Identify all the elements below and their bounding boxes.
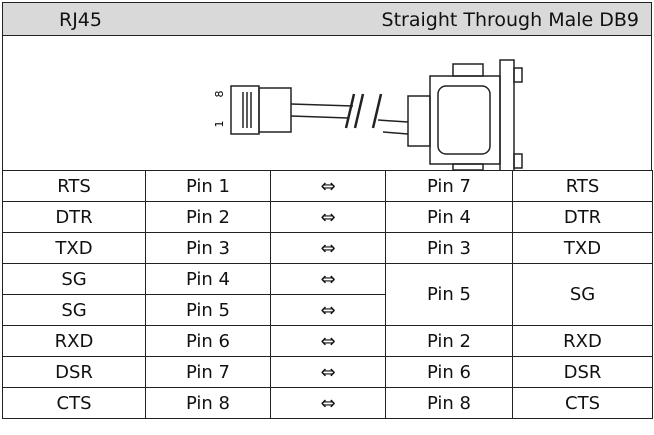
arrow: ⇔: [270, 170, 386, 202]
rj45-signal: RTS: [2, 170, 146, 202]
arrow: ⇔: [270, 201, 386, 233]
db9-pin: Pin 3: [385, 232, 513, 264]
db9-signal: RXD: [512, 325, 653, 357]
table-row: RTS Pin 1 ⇔ Pin 7 RTS: [2, 170, 653, 202]
table-row: DSR Pin 7 ⇔ Pin 6 DSR: [2, 356, 653, 388]
arrow: ⇔: [270, 325, 386, 357]
rj45-signal: DTR: [2, 201, 146, 233]
connector-drawing: 8 1: [213, 59, 523, 170]
rj45-pin: Pin 4: [145, 263, 271, 295]
db9-pin: Pin 8: [385, 387, 513, 419]
db9-pin: Pin 2: [385, 325, 513, 357]
table-row: SG Pin 5 ⇔: [2, 294, 653, 326]
header-left: RJ45: [59, 9, 102, 31]
rj45-signal: SG: [2, 294, 146, 326]
arrow: ⇔: [270, 294, 386, 326]
arrow: ⇔: [270, 263, 386, 295]
rj45-pin: Pin 8: [145, 387, 271, 419]
rj45-pin: Pin 2: [145, 201, 271, 233]
connector-image: 8 1: [2, 36, 652, 170]
plug-body: [230, 85, 260, 135]
db9-signal: DSR: [512, 356, 653, 388]
rj45-signal: TXD: [2, 232, 146, 264]
arrow: ⇔: [270, 356, 386, 388]
rj45-signal: DSR: [2, 356, 146, 388]
db9-signal: SG: [512, 263, 653, 326]
db9-pin: Pin 5: [385, 263, 513, 326]
arrow: ⇔: [270, 387, 386, 419]
arrow: ⇔: [270, 232, 386, 264]
rj45-pin: Pin 5: [145, 294, 271, 326]
rj45-pin: Pin 1: [145, 170, 271, 202]
header: RJ45 Straight Through Male DB9: [2, 2, 652, 36]
table-row: SG Pin 4 ⇔ Pin 5 SG: [2, 263, 653, 326]
rj45-signal: RXD: [2, 325, 146, 357]
pin-label: 1: [213, 121, 226, 128]
table-row: RXD Pin 6 ⇔ Pin 2 RXD: [2, 325, 653, 357]
page: RJ45 Straight Through Male DB9 8 1: [2, 2, 653, 419]
rj45-signal: CTS: [2, 387, 146, 419]
pin-label: 8: [213, 91, 226, 98]
table-row: TXD Pin 3 ⇔ Pin 3 TXD: [2, 232, 653, 264]
pinout-table: RTS Pin 1 ⇔ Pin 7 RTS DTR Pin 2 ⇔ Pin 4 DTR TXD Pin…: [2, 170, 653, 419]
header-right: Straight Through Male DB9: [381, 9, 639, 31]
rj45-pin: Pin 7: [145, 356, 271, 388]
rj45-signal: SG: [2, 263, 146, 295]
db9-signal: TXD: [512, 232, 653, 264]
db9-pin: Pin 7: [385, 170, 513, 202]
db9-signal: DTR: [512, 201, 653, 233]
db9-pin: Pin 6: [385, 356, 513, 388]
db9-signal: RTS: [512, 170, 653, 202]
plug-boot: [258, 87, 292, 133]
rj45-pin: Pin 6: [145, 325, 271, 357]
db9-pin: Pin 4: [385, 201, 513, 233]
table-row: DTR Pin 2 ⇔ Pin 4 DTR: [2, 201, 653, 233]
rj45-pin: Pin 3: [145, 232, 271, 264]
table-row: CTS Pin 8 ⇔ Pin 8 CTS: [2, 387, 653, 419]
db9-signal: CTS: [512, 387, 653, 419]
